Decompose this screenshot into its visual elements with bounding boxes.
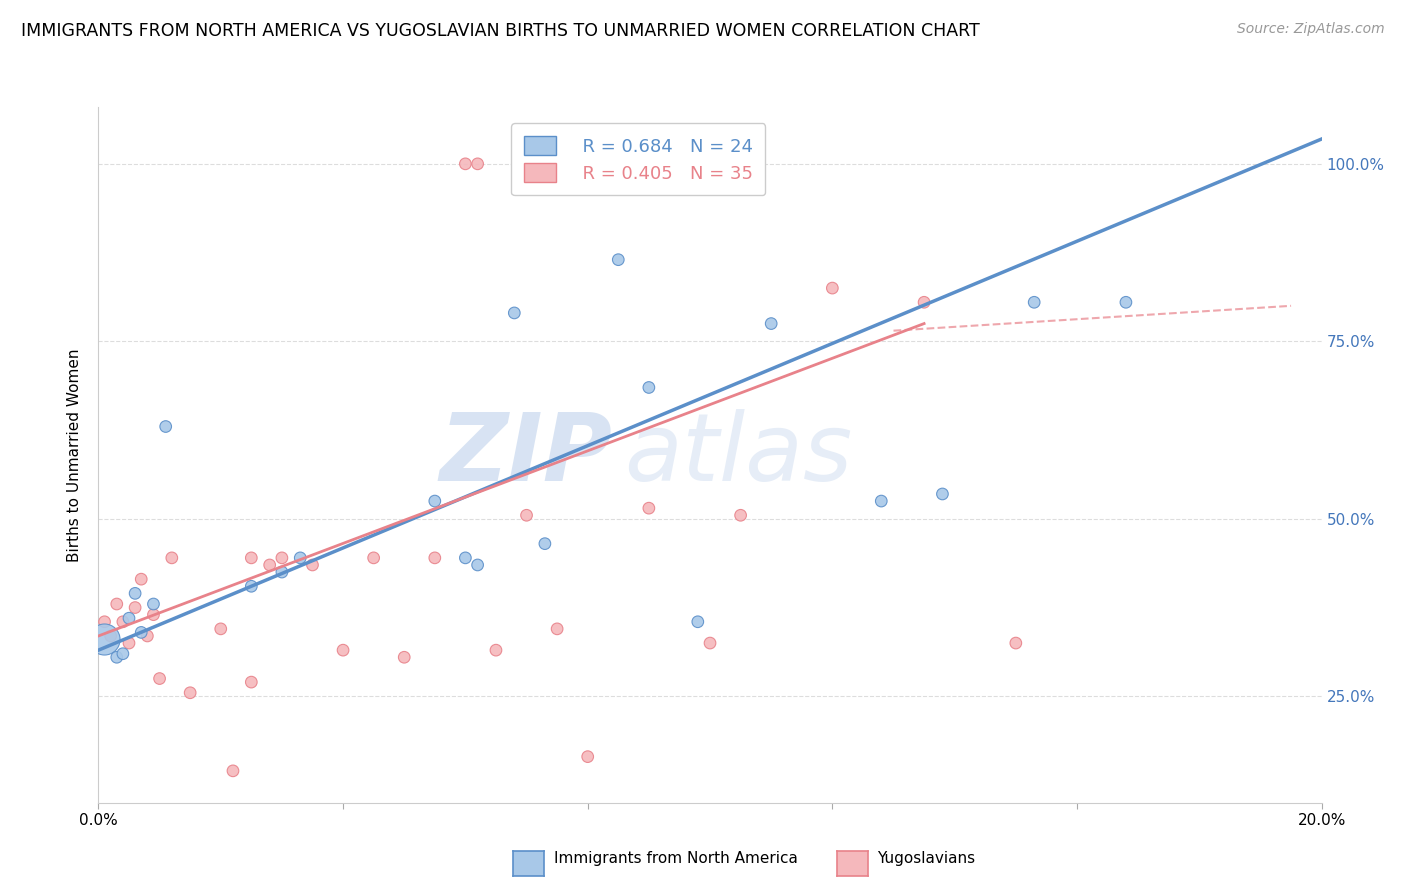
Point <box>607 252 630 267</box>
Point <box>129 625 152 640</box>
Point <box>1004 636 1026 650</box>
Point <box>129 572 152 586</box>
Point <box>821 281 844 295</box>
Point <box>111 615 134 629</box>
Point <box>730 508 752 523</box>
Text: IMMIGRANTS FROM NORTH AMERICA VS YUGOSLAVIAN BIRTHS TO UNMARRIED WOMEN CORRELATI: IMMIGRANTS FROM NORTH AMERICA VS YUGOSLA… <box>21 22 980 40</box>
Point <box>100 629 122 643</box>
Point <box>392 650 416 665</box>
Point <box>118 611 141 625</box>
Point <box>93 615 115 629</box>
Point <box>93 632 115 647</box>
Point <box>423 494 446 508</box>
Point <box>259 558 281 572</box>
Point <box>931 487 953 501</box>
Point <box>686 615 709 629</box>
Point <box>270 550 292 565</box>
Point <box>1115 295 1137 310</box>
Point <box>546 622 568 636</box>
Point <box>534 536 557 550</box>
Point <box>637 501 661 516</box>
Point <box>503 306 526 320</box>
Point <box>142 607 165 622</box>
Point <box>290 550 312 565</box>
Point <box>454 157 477 171</box>
Point <box>270 565 292 579</box>
Point <box>759 317 782 331</box>
Point <box>1024 295 1046 310</box>
Point <box>111 647 134 661</box>
Text: Yugoslavians: Yugoslavians <box>877 851 976 865</box>
Point <box>179 686 201 700</box>
Point <box>155 419 177 434</box>
Point <box>576 749 599 764</box>
Point <box>136 629 159 643</box>
Point <box>516 508 538 523</box>
Point <box>105 650 128 665</box>
Point <box>454 550 477 565</box>
Point <box>240 550 263 565</box>
Point <box>467 558 489 572</box>
Point <box>222 764 245 778</box>
Point <box>912 295 935 310</box>
Point <box>240 675 263 690</box>
Point <box>124 600 146 615</box>
Point <box>870 494 893 508</box>
Point <box>209 622 232 636</box>
Text: ZIP: ZIP <box>439 409 612 501</box>
Point <box>699 636 721 650</box>
Point <box>363 550 385 565</box>
Text: Source: ZipAtlas.com: Source: ZipAtlas.com <box>1237 22 1385 37</box>
Point <box>485 643 508 657</box>
Text: Immigrants from North America: Immigrants from North America <box>554 851 797 865</box>
Point <box>467 157 489 171</box>
Point <box>160 550 183 565</box>
Point <box>332 643 354 657</box>
Point <box>423 550 446 565</box>
Point <box>105 597 128 611</box>
Point <box>240 579 263 593</box>
Point <box>637 380 661 394</box>
Point <box>149 672 172 686</box>
Legend:   R = 0.684   N = 24,   R = 0.405   N = 35: R = 0.684 N = 24, R = 0.405 N = 35 <box>512 123 765 195</box>
Point <box>124 586 146 600</box>
Y-axis label: Births to Unmarried Women: Births to Unmarried Women <box>67 348 83 562</box>
Text: atlas: atlas <box>624 409 852 500</box>
Point <box>301 558 323 572</box>
Point <box>118 636 141 650</box>
Point <box>142 597 165 611</box>
